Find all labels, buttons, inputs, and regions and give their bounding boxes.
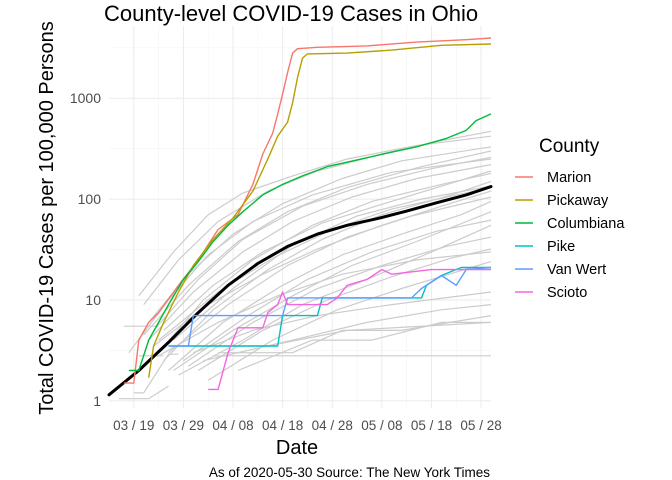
series-line-columbiana bbox=[128, 113, 492, 372]
background-county-line bbox=[133, 353, 179, 394]
x-axis-title: Date bbox=[276, 437, 318, 459]
background-county-line bbox=[188, 236, 492, 367]
x-tick-labels: 03 / 19 03 / 29 04 / 08 04 / 18 04 / 28 05 / … bbox=[113, 418, 502, 433]
trend-line bbox=[107, 185, 493, 397]
background-county-line bbox=[148, 164, 492, 341]
background-county-line bbox=[168, 196, 492, 354]
background-county-line bbox=[138, 135, 492, 297]
x-tick-label: 05 / 08 bbox=[361, 418, 402, 433]
trend-line-group bbox=[107, 185, 493, 397]
background-county-line bbox=[183, 321, 492, 347]
series-line-marion bbox=[123, 37, 492, 384]
chart-title: County-level COVID-19 Cases in Ohio bbox=[104, 1, 478, 26]
chart-caption: As of 2020-05-30 Source: The New York Ti… bbox=[209, 465, 490, 480]
legend-label: Pickaway bbox=[547, 193, 609, 209]
legend-label: Pike bbox=[547, 239, 575, 255]
x-tick-label: 05 / 18 bbox=[411, 418, 452, 433]
x-tick-label: 05 / 28 bbox=[460, 418, 501, 433]
background-county-line bbox=[183, 219, 492, 362]
y-tick-label: 100 bbox=[78, 191, 102, 207]
background-county-line bbox=[158, 187, 492, 341]
legend-label: Scioto bbox=[547, 285, 587, 301]
background-county-line bbox=[158, 172, 492, 354]
legend-label: Columbiana bbox=[547, 216, 625, 232]
background-county-lines bbox=[118, 130, 492, 400]
legend-title: County bbox=[539, 136, 600, 157]
series-line-van-wert bbox=[168, 266, 492, 347]
y-tick-label: 1 bbox=[93, 393, 101, 409]
series-line-pickaway bbox=[148, 43, 492, 378]
y-tick-labels: 1 10 100 1000 bbox=[70, 90, 101, 409]
highlighted-series-lines bbox=[123, 37, 492, 391]
background-county-line bbox=[218, 315, 492, 354]
x-tick-label: 04 / 18 bbox=[262, 418, 303, 433]
background-county-line bbox=[158, 251, 492, 357]
series-line-scioto bbox=[208, 268, 491, 391]
background-county-line bbox=[197, 248, 492, 372]
background-county-line bbox=[163, 180, 492, 362]
legend: County Marion Pickaway Columbiana Pike Van W… bbox=[515, 136, 625, 301]
background-county-line bbox=[168, 200, 492, 371]
y-tick-label: 1000 bbox=[70, 90, 101, 106]
background-county-line bbox=[163, 170, 492, 331]
background-county-line bbox=[203, 304, 492, 362]
x-tick-label: 03 / 29 bbox=[163, 418, 204, 433]
grid bbox=[109, 26, 491, 408]
background-county-line bbox=[143, 150, 492, 336]
legend-label: Van Wert bbox=[547, 262, 606, 278]
background-county-line bbox=[207, 261, 492, 381]
x-tick-label: 03 / 19 bbox=[113, 418, 154, 433]
y-tick-label: 10 bbox=[85, 292, 101, 308]
y-axis-title: Total COVID-19 Cases per 100,000 Persons bbox=[36, 21, 58, 415]
legend-label: Marion bbox=[547, 170, 591, 186]
x-tick-label: 04 / 08 bbox=[212, 418, 253, 433]
x-tick-label: 04 / 28 bbox=[312, 418, 353, 433]
legend-items: Marion Pickaway Columbiana Pike Van Wert Scio… bbox=[515, 170, 625, 301]
background-county-line bbox=[118, 385, 169, 400]
background-county-line bbox=[237, 321, 491, 372]
